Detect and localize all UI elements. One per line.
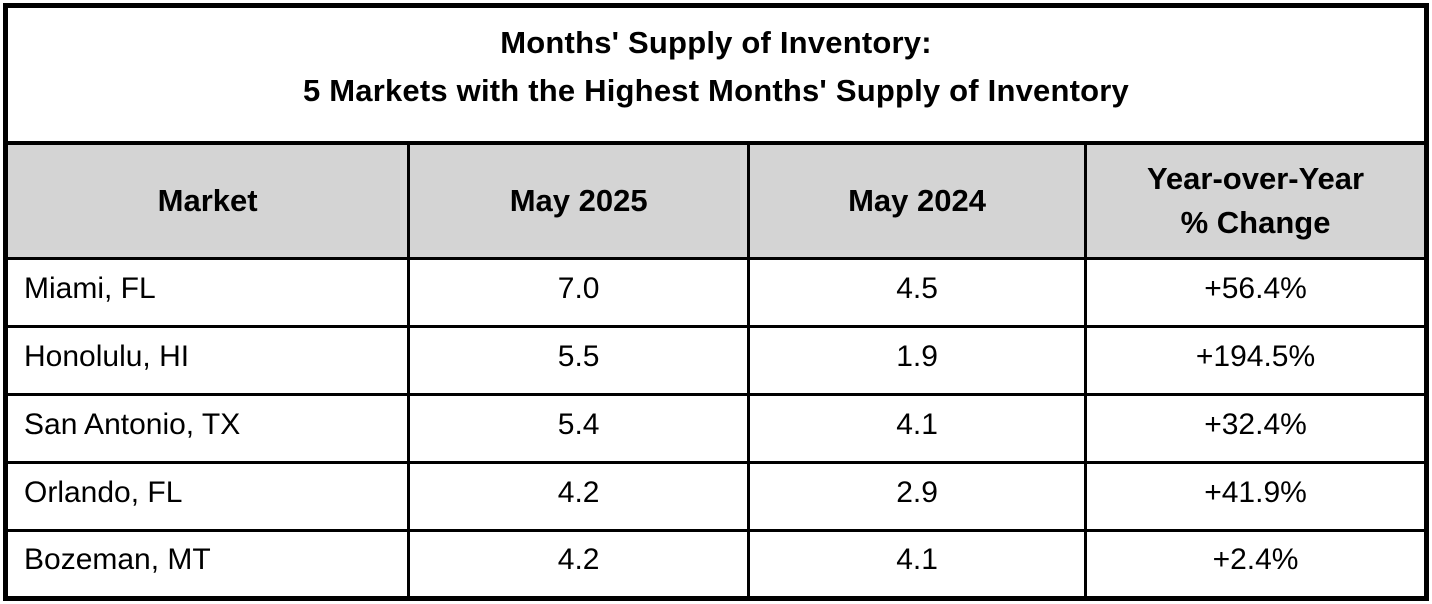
- yoy-change-cell: +56.4%: [1084, 257, 1424, 329]
- table-row: Bozeman, MT 4.2 4.1 +2.4%: [8, 528, 1424, 596]
- may-2025-cell: 4.2: [407, 528, 751, 596]
- may-2024-cell: 4.1: [747, 528, 1088, 596]
- title-line-2: 5 Markets with the Highest Months' Suppl…: [303, 73, 1129, 109]
- yoy-change-cell: +2.4%: [1084, 528, 1424, 596]
- table-row: San Antonio, TX 5.4 4.1 +32.4%: [8, 393, 1424, 464]
- may-2024-cell: 2.9: [747, 460, 1088, 532]
- market-cell: Miami, FL: [8, 257, 411, 329]
- column-header-market: Market: [8, 144, 411, 261]
- may-2025-cell: 5.4: [407, 393, 751, 464]
- may-2024-cell: 1.9: [747, 325, 1088, 397]
- yoy-change-cell: +32.4%: [1084, 393, 1424, 464]
- may-2024-cell: 4.1: [747, 393, 1088, 464]
- title-line-1: Months' Supply of Inventory:: [500, 25, 932, 61]
- column-header-may-2025: May 2025: [407, 144, 751, 261]
- may-2025-cell: 7.0: [407, 257, 751, 329]
- market-cell: Honolulu, HI: [8, 325, 411, 397]
- table-row: Honolulu, HI 5.5 1.9 +194.5%: [8, 325, 1424, 397]
- column-header-may-2024: May 2024: [747, 144, 1088, 261]
- months-supply-table: Months' Supply of Inventory: 5 Markets w…: [3, 3, 1429, 601]
- data-table: Market May 2025 May 2024 Year-over-Year …: [8, 144, 1424, 596]
- may-2025-cell: 4.2: [407, 460, 751, 532]
- may-2025-cell: 5.5: [407, 325, 751, 397]
- table-row: Miami, FL 7.0 4.5 +56.4%: [8, 257, 1424, 329]
- yoy-change-cell: +41.9%: [1084, 460, 1424, 532]
- table-title: Months' Supply of Inventory: 5 Markets w…: [8, 8, 1424, 145]
- may-2024-cell: 4.5: [747, 257, 1088, 329]
- column-header-yoy-change: Year-over-Year % Change: [1084, 144, 1424, 261]
- market-cell: San Antonio, TX: [8, 393, 411, 464]
- market-cell: Bozeman, MT: [8, 528, 411, 596]
- table-row: Orlando, FL 4.2 2.9 +41.9%: [8, 460, 1424, 532]
- market-cell: Orlando, FL: [8, 460, 411, 532]
- header-row: Market May 2025 May 2024 Year-over-Year …: [8, 144, 1424, 261]
- yoy-change-cell: +194.5%: [1084, 325, 1424, 397]
